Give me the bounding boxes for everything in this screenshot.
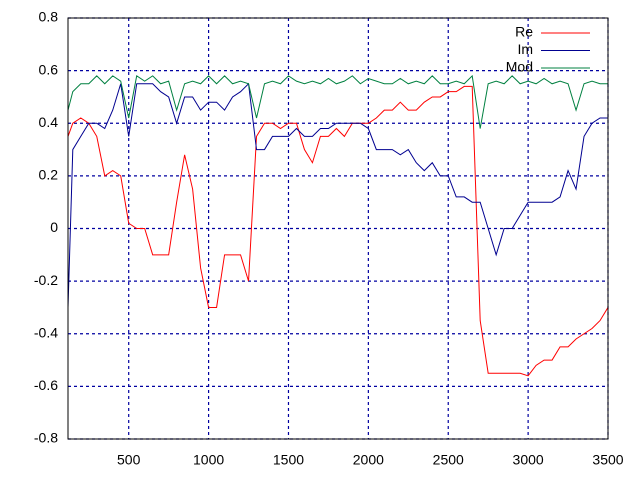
plot-border bbox=[67, 17, 609, 440]
y-tick-label: -0.2 bbox=[34, 272, 58, 288]
series-line bbox=[67, 74, 608, 129]
x-tick-label: 2500 bbox=[433, 452, 464, 468]
y-tick-label: 0.8 bbox=[39, 9, 59, 25]
y-tick-label: 0.4 bbox=[39, 114, 59, 130]
x-tick-label: 1500 bbox=[273, 452, 304, 468]
legend-label: Re bbox=[515, 24, 533, 40]
legend-label: Im bbox=[517, 41, 533, 57]
y-tick-label: 0.2 bbox=[39, 167, 59, 183]
y-tick-label: 0.6 bbox=[39, 61, 59, 77]
x-tick-label: 1000 bbox=[193, 452, 224, 468]
y-tick-label: -0.6 bbox=[34, 377, 58, 393]
x-tick-label: 3500 bbox=[592, 452, 623, 468]
x-tick-label: 500 bbox=[117, 452, 141, 468]
series-line bbox=[67, 85, 609, 377]
y-tick-label: 0 bbox=[50, 219, 58, 235]
series-line bbox=[67, 82, 608, 308]
x-tick-label: 3000 bbox=[513, 452, 544, 468]
x-tick-label: 2000 bbox=[353, 452, 384, 468]
y-tick-label: -0.8 bbox=[34, 430, 58, 446]
y-tick-label: -0.4 bbox=[34, 324, 58, 340]
legend-label: Mod bbox=[506, 59, 533, 75]
